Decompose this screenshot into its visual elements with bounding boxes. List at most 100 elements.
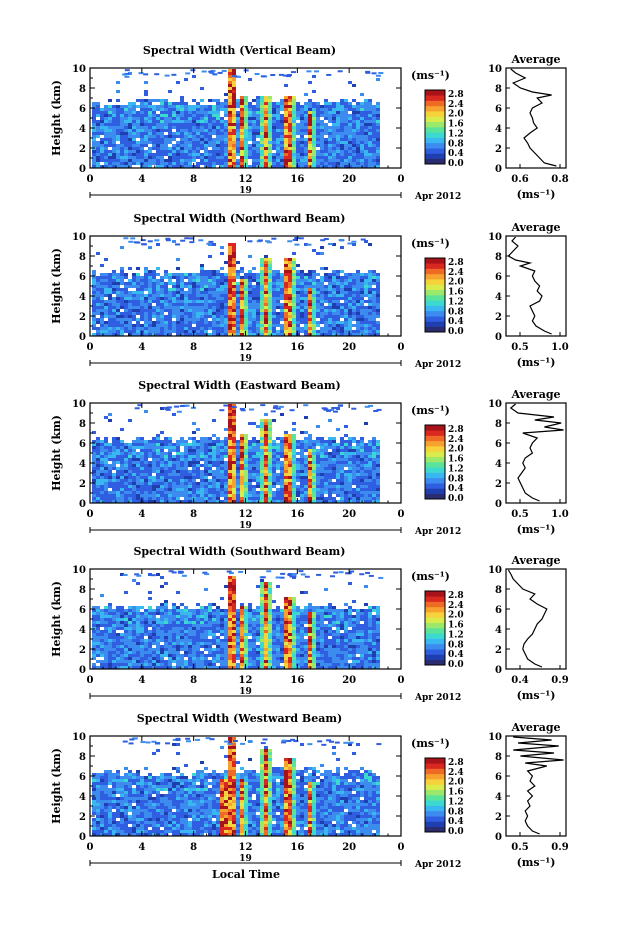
heatmap-cell xyxy=(304,120,308,123)
x-tick-label: 0 xyxy=(87,342,94,353)
heatmap-cell xyxy=(336,144,340,147)
heatmap-cell xyxy=(96,485,100,488)
heatmap-cell xyxy=(120,467,124,470)
heatmap-cell xyxy=(240,449,244,452)
heatmap-cell xyxy=(324,479,328,482)
heatmap-cell xyxy=(320,267,324,270)
heatmap-cell xyxy=(216,482,220,485)
heatmap-cell xyxy=(264,267,268,270)
heatmap-cell xyxy=(240,288,244,291)
heatmap-cell xyxy=(188,117,192,120)
heatmap-cell xyxy=(292,482,296,485)
heatmap-cell xyxy=(212,108,216,111)
heatmap-cell xyxy=(300,452,304,455)
heatmap-cell xyxy=(220,159,224,162)
heatmap-cell xyxy=(344,114,348,117)
heatmap-cell xyxy=(104,294,108,297)
heatmap-cell xyxy=(208,279,212,282)
heatmap-cell xyxy=(188,162,192,165)
heatmap-cell xyxy=(264,255,268,258)
heatmap-cell xyxy=(192,458,196,461)
heatmap-cell xyxy=(204,276,208,279)
heatmap-cell xyxy=(316,458,320,461)
heatmap-cell xyxy=(248,132,252,135)
heatmap-cell xyxy=(188,309,192,312)
heatmap-cell xyxy=(272,138,276,141)
heatmap-cell xyxy=(312,111,316,114)
heatmap-cell xyxy=(304,318,308,321)
heatmap-cell xyxy=(340,330,344,333)
heatmap-cell xyxy=(316,440,320,443)
heatmap-cell xyxy=(160,473,164,476)
heatmap-cell xyxy=(320,156,324,159)
heatmap-cell xyxy=(132,153,136,156)
heatmap-cell xyxy=(104,108,108,111)
heatmap-cell xyxy=(100,279,104,282)
heatmap-cell xyxy=(240,141,244,144)
heatmap-cell xyxy=(144,273,148,276)
heatmap-cell xyxy=(352,312,356,315)
heatmap-cell xyxy=(312,114,316,117)
heatmap-cell xyxy=(348,81,352,84)
heatmap-cell xyxy=(372,288,376,291)
heatmap-cell xyxy=(232,162,236,165)
heatmap-cell xyxy=(240,282,244,285)
heatmap-cell xyxy=(324,138,328,141)
heatmap-cell xyxy=(160,452,164,455)
heatmap-cell xyxy=(252,162,256,165)
heatmap-cell xyxy=(356,156,360,159)
heatmap-cell xyxy=(120,473,124,476)
heatmap-cell xyxy=(116,315,120,318)
heatmap-cell xyxy=(140,318,144,321)
heatmap-cell xyxy=(260,422,264,425)
heatmap-cell xyxy=(104,273,108,276)
heatmap-cell xyxy=(128,144,132,147)
heatmap-cell xyxy=(292,117,296,120)
heatmap-cell xyxy=(168,300,172,303)
heatmap-cell xyxy=(232,144,236,147)
heatmap-cell xyxy=(312,273,316,276)
heatmap-cell xyxy=(204,132,208,135)
heatmap-cell xyxy=(108,162,112,165)
heatmap-cell xyxy=(368,111,372,114)
heatmap-cell xyxy=(300,123,304,126)
heatmap-cell xyxy=(92,279,96,282)
heatmap-cell xyxy=(300,285,304,288)
heatmap-cell xyxy=(268,294,272,297)
heatmap-cell xyxy=(136,156,140,159)
heatmap-cell xyxy=(164,473,168,476)
heatmap-cell xyxy=(184,321,188,324)
heatmap-cell xyxy=(328,162,332,165)
heatmap-cell xyxy=(208,488,212,491)
heatmap-cell xyxy=(196,102,200,105)
heatmap-cell xyxy=(308,270,312,273)
heatmap-cell xyxy=(164,153,168,156)
heatmap-cell xyxy=(180,105,184,108)
heatmap-cell xyxy=(140,159,144,162)
heatmap-cell xyxy=(220,105,224,108)
heatmap-cell xyxy=(208,321,212,324)
heatmap-cell xyxy=(324,108,328,111)
heatmap-cell xyxy=(168,482,172,485)
heatmap-cell xyxy=(132,135,136,138)
heatmap-cell xyxy=(128,318,132,321)
heatmap-cell xyxy=(252,153,256,156)
heatmap-cell xyxy=(108,494,112,497)
heatmap-cell xyxy=(196,449,200,452)
heatmap-cell xyxy=(176,276,180,279)
heatmap-cell xyxy=(356,458,360,461)
heatmap-cell xyxy=(296,470,300,473)
heatmap-cell xyxy=(252,491,256,494)
heatmap-cell xyxy=(264,315,268,318)
heatmap-cell xyxy=(280,485,284,488)
heatmap-cell xyxy=(316,126,320,129)
heatmap-cell xyxy=(372,126,376,129)
heatmap-cell xyxy=(332,126,336,129)
heatmap-cell xyxy=(124,485,128,488)
heatmap-cell xyxy=(132,497,136,500)
heatmap-cell xyxy=(244,315,248,318)
heatmap-cell xyxy=(280,464,284,467)
heatmap-cell xyxy=(328,467,332,470)
heatmap-cell xyxy=(212,458,216,461)
heatmap-cell xyxy=(280,294,284,297)
